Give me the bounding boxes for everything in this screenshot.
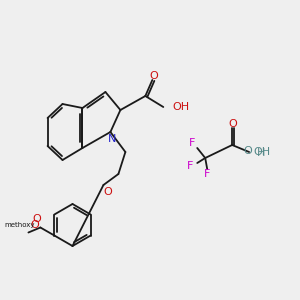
Text: O: O — [103, 187, 112, 197]
Text: methoxy: methoxy — [4, 223, 35, 229]
Text: F: F — [189, 138, 195, 148]
Text: F: F — [187, 161, 194, 171]
Text: O: O — [149, 71, 158, 81]
Text: N: N — [108, 134, 117, 144]
Text: O: O — [32, 214, 41, 224]
Text: OH: OH — [253, 147, 270, 157]
Text: O: O — [229, 119, 238, 129]
Text: O: O — [244, 146, 253, 156]
Text: OH: OH — [172, 102, 189, 112]
Text: O: O — [30, 220, 39, 230]
Text: H: H — [257, 148, 266, 158]
Text: F: F — [204, 169, 210, 179]
